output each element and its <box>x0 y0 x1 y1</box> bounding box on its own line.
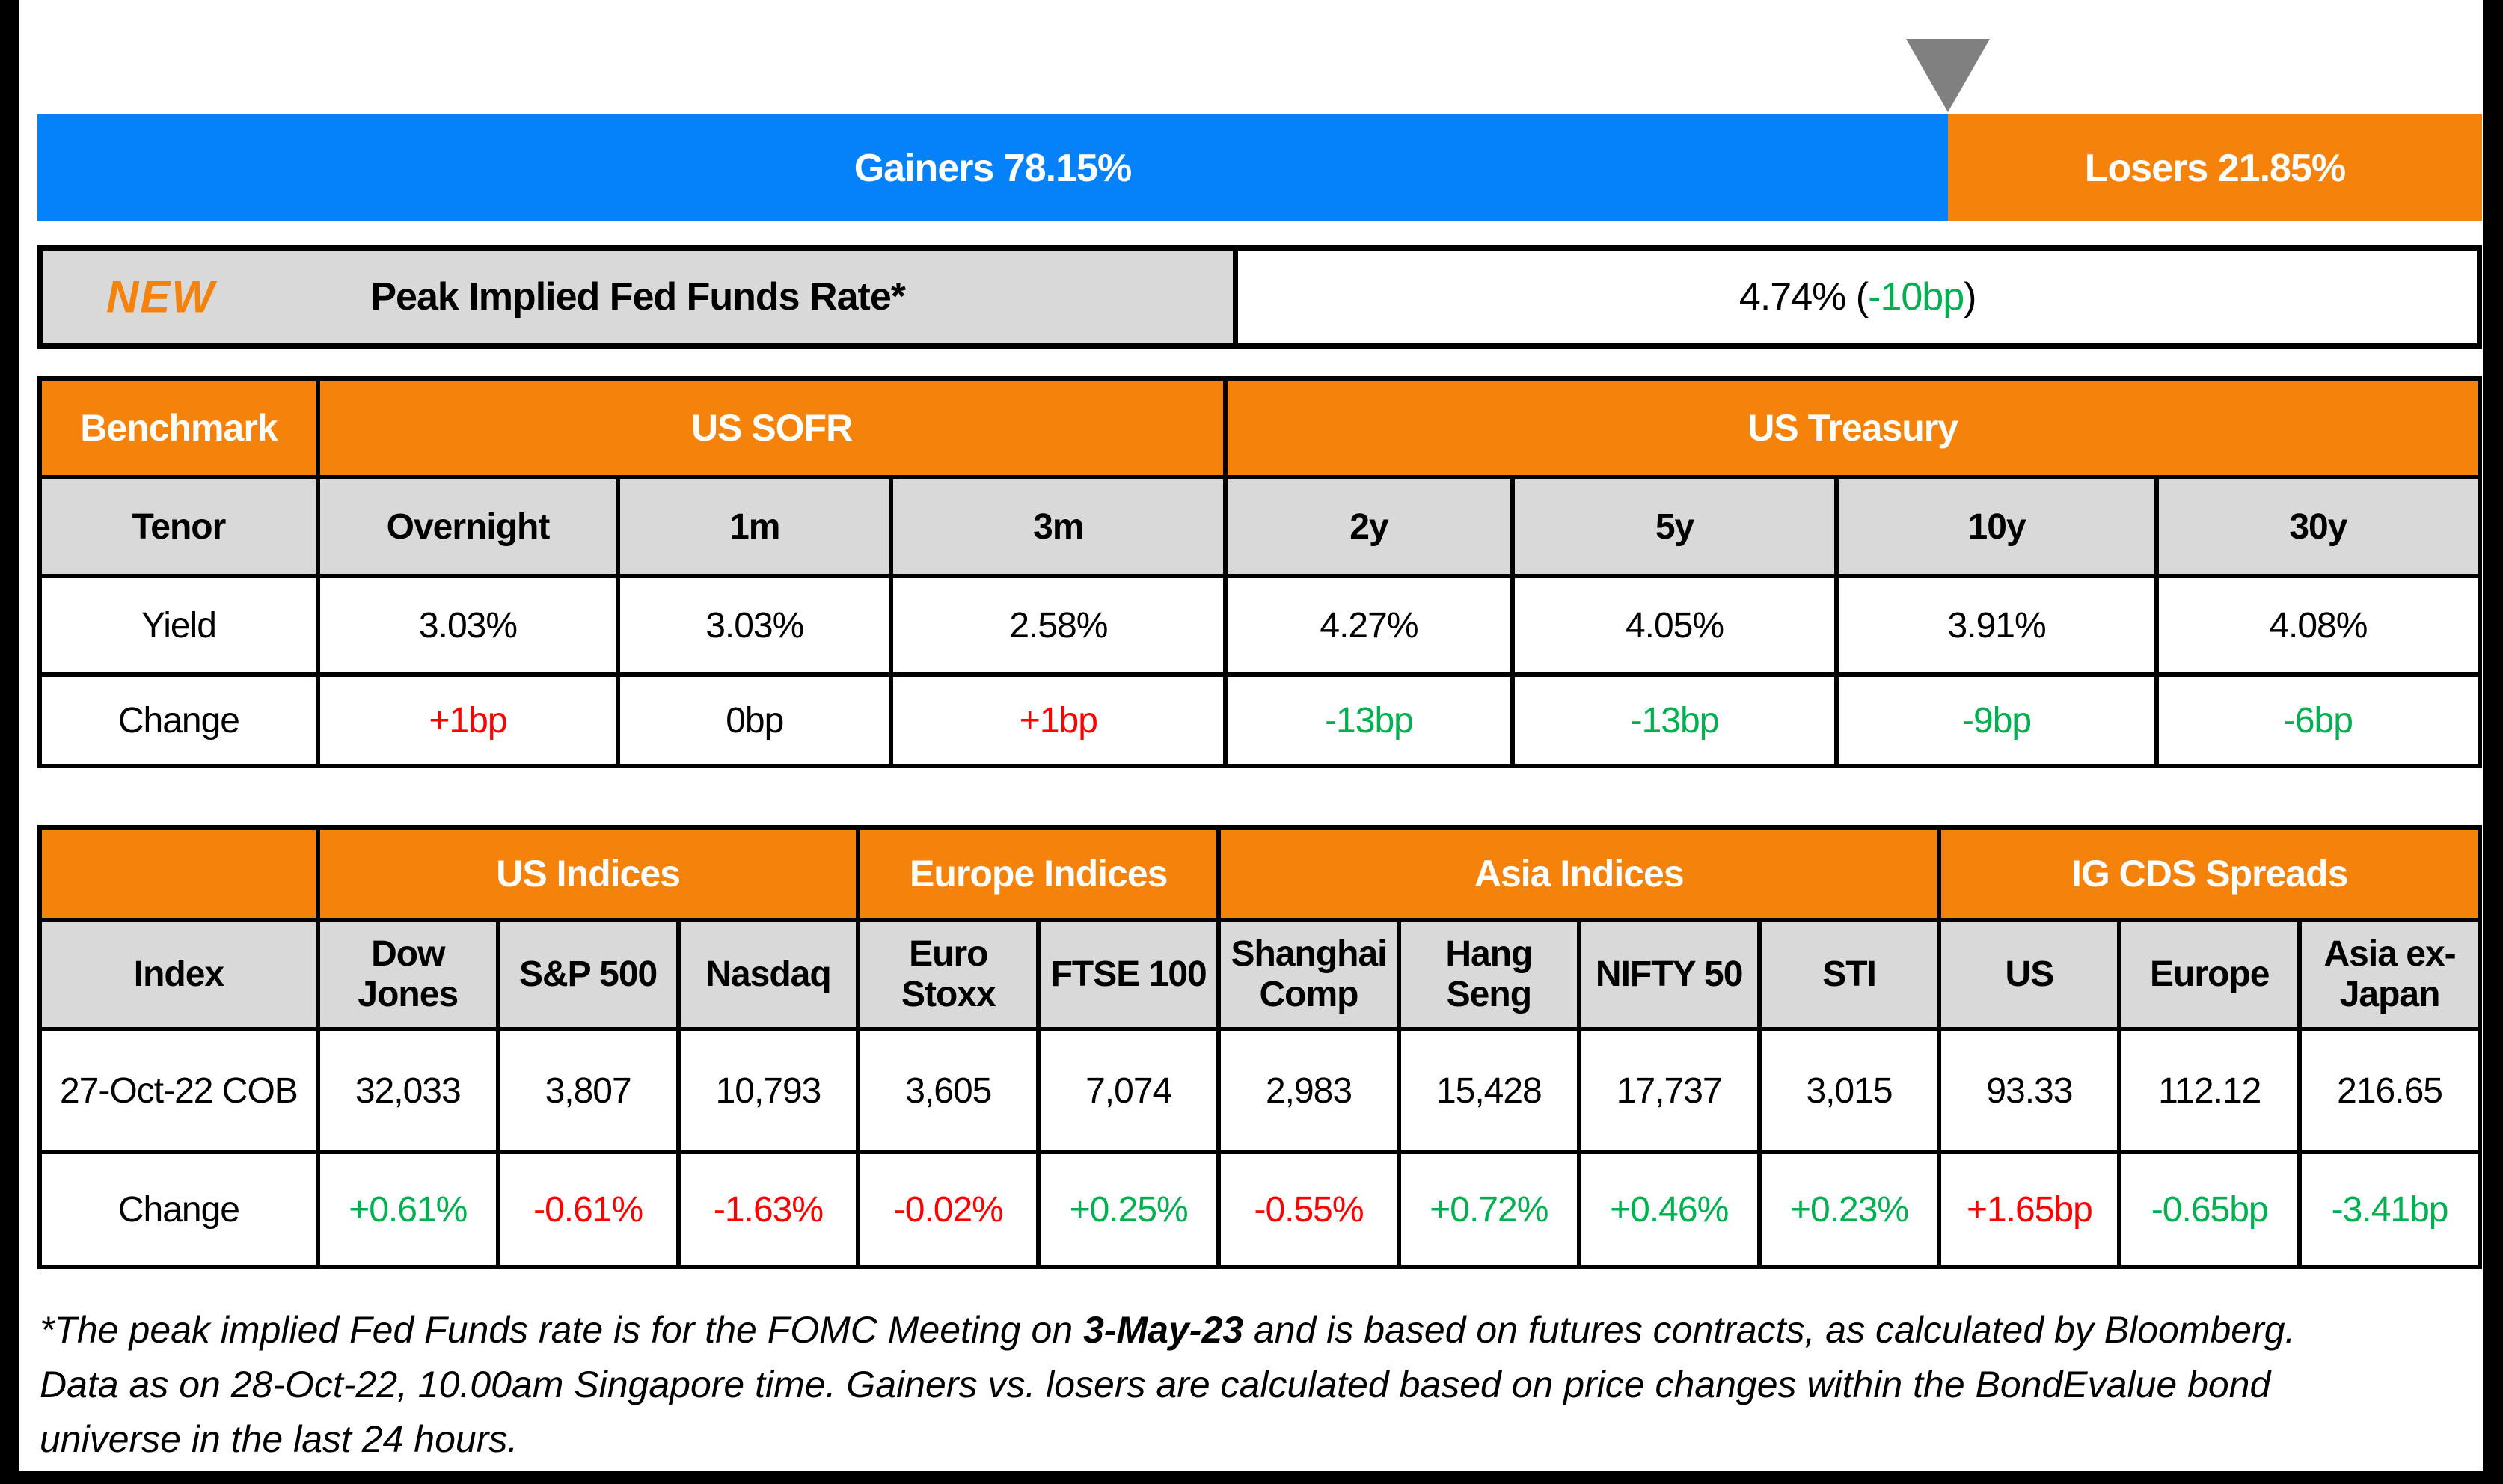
idx-change-sp500: -0.61% <box>495 1150 681 1269</box>
idx-value-ftse100: 7,074 <box>1036 1027 1222 1154</box>
idx-change-hang-seng: +0.72% <box>1396 1150 1581 1269</box>
idx-col-ftse100: FTSE 100 <box>1036 918 1222 1031</box>
benchmark-corner-header: Benchmark <box>37 376 320 479</box>
peak-rate-value-suffix: ) <box>1964 275 1976 319</box>
idx-change-nasdaq: -1.63% <box>675 1150 861 1269</box>
bench-rowlabel-yield: Yield <box>37 574 320 677</box>
footnote-text-2: and is based on futures contracts, as ca… <box>40 1309 2296 1460</box>
idx-col-sp500: S&P 500 <box>495 918 681 1031</box>
idx-col-dow-jones: Dow Jones <box>315 918 500 1031</box>
idx-change-euro-stoxx: -0.02% <box>856 1150 1041 1269</box>
bench-yield-5y: 4.05% <box>1510 574 1839 677</box>
left-border-bar <box>0 0 19 1484</box>
losers-segment: Losers 21.85% <box>1947 114 2482 221</box>
group-header-us-indices: US Indices <box>315 825 861 922</box>
idx-col-euro-stoxx: Euro Stoxx <box>856 918 1041 1031</box>
idx-rowlabel-index: Index <box>37 918 320 1031</box>
idx-col-nifty50: NIFTY 50 <box>1576 918 1762 1031</box>
idx-value-euro-stoxx: 3,605 <box>856 1027 1041 1154</box>
idx-col-cds-asia-ex-japan: Asia ex- Japan <box>2297 918 2482 1031</box>
group-header-us-sofr: US SOFR <box>315 376 1228 479</box>
bench-yield-overnight: 3.03% <box>315 574 621 677</box>
gainers-label: Gainers 78.15% <box>854 146 1132 190</box>
bench-change-1m: 0bp <box>616 672 894 768</box>
bench-change-3m: +1bp <box>889 672 1228 768</box>
idx-col-sti: STI <box>1756 918 1942 1031</box>
idx-change-dow-jones: +0.61% <box>315 1150 500 1269</box>
idx-change-nifty50: +0.46% <box>1576 1150 1762 1269</box>
right-border-bar <box>2483 0 2503 1484</box>
peak-rate-label-cell: NEW Peak Implied Fed Funds Rate* <box>37 245 1239 349</box>
bench-tenor-1m: 1m <box>616 475 894 578</box>
idx-value-dow-jones: 32,033 <box>315 1027 500 1154</box>
idx-value-cds-asia-ex-japan: 216.65 <box>2297 1027 2482 1154</box>
bench-tenor-2y: 2y <box>1223 475 1515 578</box>
peak-rate-value-cell: 4.74% (-10bp) <box>1233 245 2482 349</box>
bench-change-10y: -9bp <box>1834 672 2159 768</box>
idx-col-nasdaq: Nasdaq <box>675 918 861 1031</box>
idx-col-hang-seng: Hang Seng <box>1396 918 1581 1031</box>
bench-tenor-overnight: Overnight <box>315 475 621 578</box>
group-header-europe-indices: Europe Indices <box>856 825 1222 922</box>
bench-yield-3m: 2.58% <box>889 574 1228 677</box>
idx-value-sti: 3,015 <box>1756 1027 1942 1154</box>
bench-rowlabel-change: Change <box>37 672 320 768</box>
idx-change-cds-us: +1.65bp <box>1937 1150 2122 1269</box>
bench-tenor-3m: 3m <box>889 475 1228 578</box>
bench-change-overnight: +1bp <box>315 672 621 768</box>
idx-col-shanghai-comp: Shanghai Comp <box>1216 918 1401 1031</box>
group-header-asia-indices: Asia Indices <box>1216 825 1942 922</box>
peak-fed-funds-row: NEW Peak Implied Fed Funds Rate* 4.74% (… <box>37 245 2482 349</box>
gainers-segment: Gainers 78.15% <box>37 114 1948 221</box>
idx-value-cds-europe: 112.12 <box>2117 1027 2303 1154</box>
group-header-ig-cds-spreads: IG CDS Spreads <box>1937 825 2482 922</box>
idx-change-ftse100: +0.25% <box>1036 1150 1222 1269</box>
bench-yield-1m: 3.03% <box>616 574 894 677</box>
idx-col-cds-us: US <box>1937 918 2122 1031</box>
bench-tenor-5y: 5y <box>1510 475 1839 578</box>
idx-col-cds-europe: Europe <box>2117 918 2303 1031</box>
bench-tenor-30y: 30y <box>2154 475 2483 578</box>
idx-rowlabel-change: Change <box>37 1150 320 1269</box>
footnote: *The peak implied Fed Funds rate is for … <box>40 1303 2321 1467</box>
idx-value-nifty50: 17,737 <box>1576 1027 1762 1154</box>
indices-table: US Indices Europe Indices Asia Indices I… <box>37 825 2482 1269</box>
footnote-bold-date: 3-May-23 <box>1083 1309 1244 1351</box>
idx-value-shanghai-comp: 2,983 <box>1216 1027 1401 1154</box>
peak-rate-change: -10bp <box>1868 275 1964 319</box>
peak-rate-value-prefix: 4.74% ( <box>1738 275 1869 319</box>
idx-value-cds-us: 93.33 <box>1937 1027 2122 1154</box>
group-header-us-treasury: US Treasury <box>1223 376 2482 479</box>
bench-tenor-10y: 10y <box>1834 475 2159 578</box>
new-badge: NEW <box>106 272 215 322</box>
footnote-text-1: *The peak implied Fed Funds rate is for … <box>40 1309 1084 1351</box>
benchmark-table: Benchmark US SOFR US Treasury Tenor Over… <box>37 376 2483 768</box>
bench-rowlabel-tenor: Tenor <box>37 475 320 578</box>
idx-value-sp500: 3,807 <box>495 1027 681 1154</box>
bench-change-2y: -13bp <box>1223 672 1515 768</box>
idx-change-shanghai-comp: -0.55% <box>1216 1150 1401 1269</box>
idx-change-cds-europe: -0.65bp <box>2117 1150 2303 1269</box>
bench-yield-10y: 3.91% <box>1834 574 2159 677</box>
bench-change-5y: -13bp <box>1510 672 1839 768</box>
bench-yield-30y: 4.08% <box>2154 574 2483 677</box>
split-marker-triangle-icon <box>1905 39 1990 112</box>
idx-change-cds-asia-ex-japan: -3.41bp <box>2297 1150 2482 1269</box>
indices-corner-header <box>37 825 320 922</box>
idx-rowlabel-date: 27-Oct-22 COB <box>37 1027 320 1154</box>
peak-rate-label: Peak Implied Fed Funds Rate* <box>370 275 906 319</box>
idx-change-sti: +0.23% <box>1756 1150 1942 1269</box>
idx-value-nasdaq: 10,793 <box>675 1027 861 1154</box>
idx-value-hang-seng: 15,428 <box>1396 1027 1581 1154</box>
gainers-losers-bar: Gainers 78.15% Losers 21.85% <box>37 114 2482 221</box>
losers-label: Losers 21.85% <box>2084 146 2346 190</box>
bottom-border-bar <box>0 1471 2503 1484</box>
bench-yield-2y: 4.27% <box>1223 574 1515 677</box>
bench-change-30y: -6bp <box>2154 672 2483 768</box>
